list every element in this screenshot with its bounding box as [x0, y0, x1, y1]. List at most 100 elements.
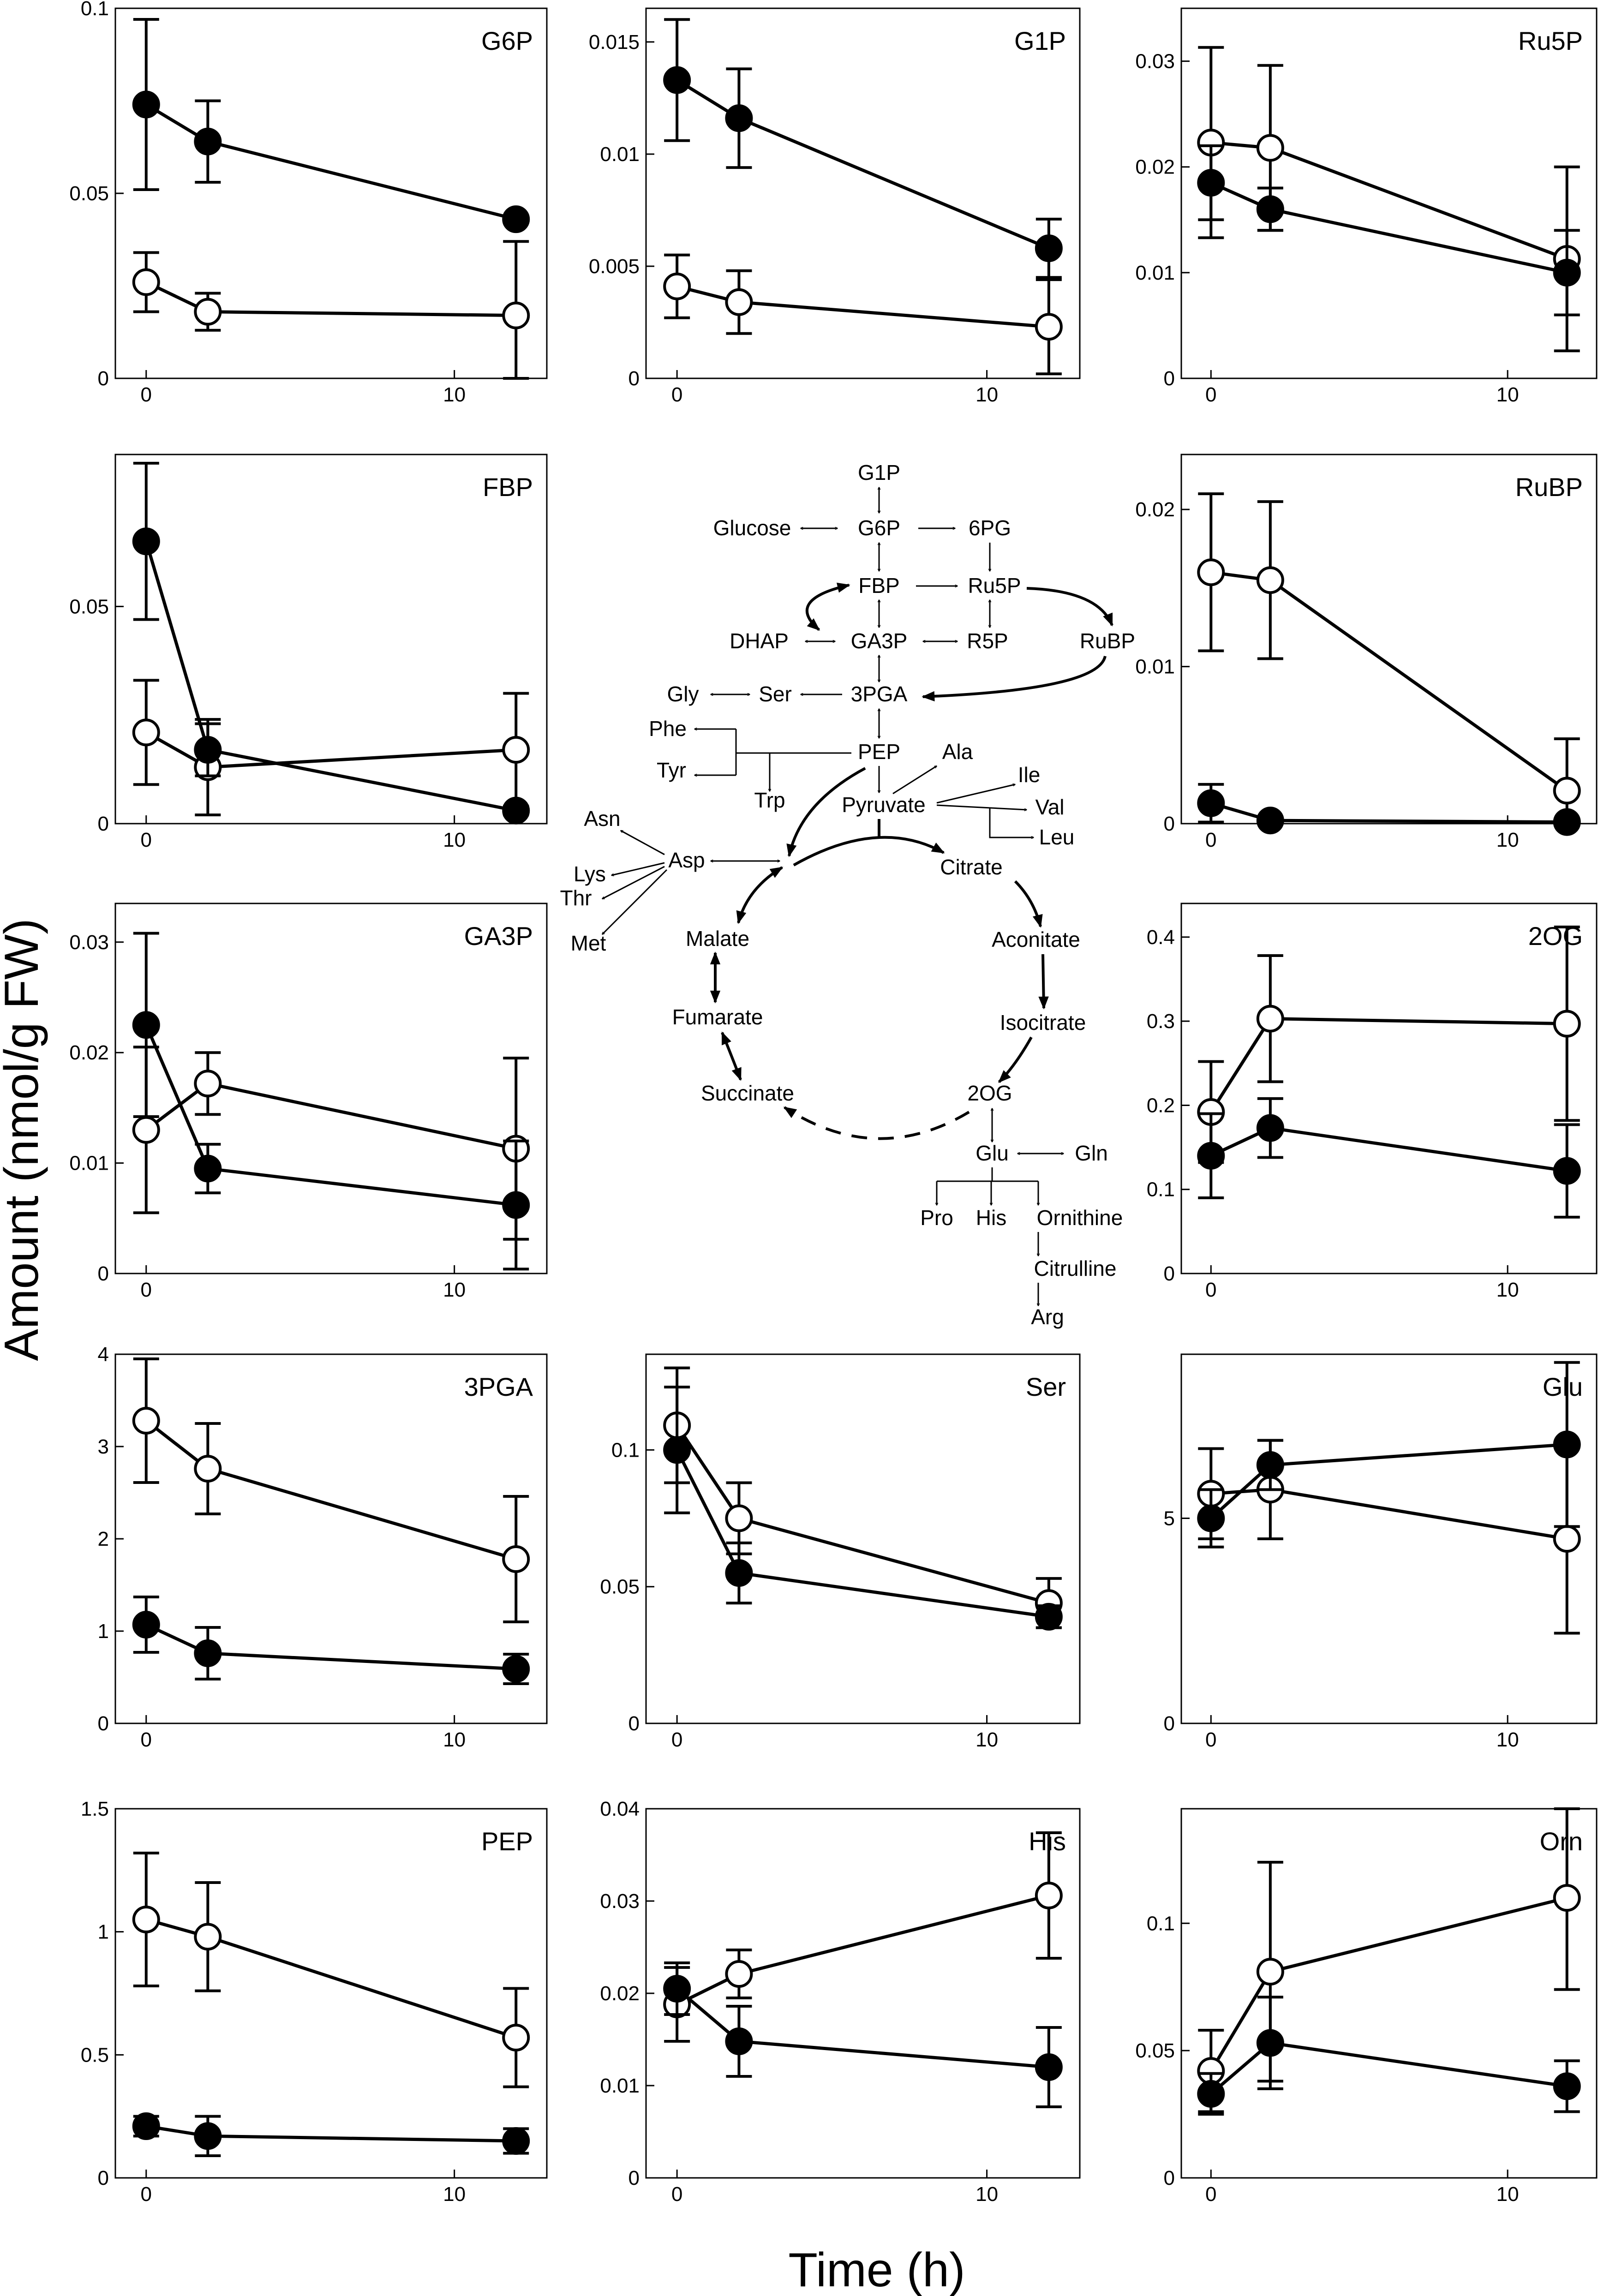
data-point-filled — [1256, 195, 1284, 223]
data-point-filled — [132, 1611, 160, 1638]
y-tick-label: 0.1 — [81, 0, 109, 20]
x-tick-label: 10 — [976, 2183, 998, 2206]
plot-frame — [1180, 903, 1598, 1274]
series-open — [1197, 1807, 1581, 2113]
pw-Asn: Asn — [584, 807, 620, 831]
y-tick-label: 0.3 — [1147, 1010, 1175, 1033]
data-point-open — [1256, 134, 1284, 162]
x-tick-label: 0 — [141, 2183, 152, 2206]
pw-bold-arrow — [721, 1031, 742, 1081]
pw-GA3P: GA3P — [851, 629, 908, 653]
y-tick-label: 0 — [98, 367, 109, 390]
data-point-filled — [725, 2027, 753, 2055]
x-tick-label: 0 — [141, 829, 152, 851]
data-point-open — [1035, 1882, 1063, 1909]
y-tick-label: 0 — [1164, 813, 1175, 835]
panel-fbp: FBP 0 0.05 0 10 — [69, 454, 548, 851]
data-point-open — [502, 2024, 530, 2051]
x-tick-label: 10 — [443, 2183, 466, 2206]
data-point-open — [1553, 1010, 1581, 1038]
y-tick-label: 1.5 — [81, 1798, 109, 1820]
x-axis-title: Time (h) — [788, 2243, 965, 2296]
x-tick-label: 0 — [1205, 383, 1216, 406]
y-tick-label: 0 — [98, 2167, 109, 2189]
data-point-filled — [1197, 1504, 1225, 1532]
pw-Ile: Ile — [1018, 763, 1041, 787]
pw-Lys: Lys — [574, 862, 606, 886]
data-point-filled — [1553, 258, 1581, 287]
pw-arrow — [989, 807, 1034, 837]
series-open — [1197, 1439, 1581, 1635]
panel-g1p: G1P 0 0.005 0.01 0.015 0 10 — [589, 7, 1081, 406]
panel-title: His — [1029, 1827, 1066, 1856]
pw-PEP: PEP — [858, 740, 900, 764]
pw-Malate: Malate — [686, 927, 749, 951]
y-tick-label: 1 — [98, 1620, 109, 1643]
y-tick-label: 0.02 — [600, 1982, 640, 2005]
pw-arrow — [936, 784, 1015, 804]
y-tick-label: 0.1 — [611, 1439, 640, 1461]
data-point-open — [132, 1906, 160, 1933]
pw-6PG: 6PG — [969, 516, 1011, 540]
x-tick-label: 0 — [671, 1728, 682, 1751]
y-tick-label: 5 — [1164, 1507, 1175, 1530]
series-open — [1197, 46, 1581, 353]
y-tick-label: 0 — [628, 1712, 640, 1735]
series-filled — [132, 1596, 530, 1685]
data-point-filled — [1256, 1451, 1284, 1479]
y-tick-label: 0.05 — [600, 1576, 640, 1598]
data-point-open — [725, 1504, 753, 1532]
y-tick-label: 2 — [98, 1528, 109, 1550]
panel-his: His 0 0.01 0.02 0.03 0.04 0 10 — [600, 1798, 1081, 2206]
panel-title: PEP — [481, 1827, 533, 1856]
series-filled — [132, 18, 530, 233]
pw-RuBP: RuBP — [1080, 629, 1135, 653]
pw-Isocitrate: Isocitrate — [1000, 1010, 1086, 1034]
series-line — [676, 1449, 1049, 1619]
plot-frame — [645, 1353, 1081, 1724]
y-tick-label: 0.05 — [69, 182, 109, 205]
panel-title: G6P — [481, 26, 533, 55]
plot-frame — [1180, 1353, 1598, 1724]
x-tick-label: 0 — [671, 2183, 682, 2206]
pw-Glu: Glu — [976, 1141, 1009, 1165]
pw-bold-arrow — [786, 767, 866, 857]
x-tick-label: 0 — [1205, 1279, 1216, 1301]
y-tick-label: 0.01 — [600, 143, 640, 166]
x-tick-label: 10 — [1496, 383, 1519, 406]
data-point-filled — [1035, 2053, 1063, 2081]
pw-DHAP: DHAP — [730, 629, 789, 653]
panel-title: Ser — [1026, 1372, 1066, 1401]
panel-ga3p: GA3P 0 0.01 0.02 0.03 0 10 — [69, 903, 548, 1301]
pw-G1P: G1P — [858, 460, 900, 484]
series-line — [1210, 570, 1568, 792]
pw-Ru5P: Ru5P — [968, 574, 1021, 598]
data-point-filled — [1035, 1602, 1063, 1631]
data-point-filled — [1197, 169, 1225, 197]
series-open — [132, 240, 530, 380]
data-point-open — [132, 1407, 160, 1435]
data-point-filled — [132, 1011, 160, 1039]
pw-Ornithine: Ornithine — [1037, 1206, 1123, 1230]
pw-His: His — [976, 1206, 1006, 1230]
y-tick-label: 0.05 — [1135, 2039, 1175, 2062]
series-filled — [663, 1386, 1063, 1631]
data-point-filled — [1553, 808, 1581, 836]
data-point-filled — [194, 127, 222, 155]
data-point-filled — [132, 90, 160, 119]
panel-title: FBP — [483, 472, 533, 502]
data-point-filled — [194, 2122, 222, 2150]
x-tick-label: 10 — [443, 383, 466, 406]
x-tick-label: 10 — [443, 829, 466, 851]
series-open — [132, 1357, 530, 1623]
data-point-filled — [725, 1559, 753, 1587]
data-point-filled — [502, 2127, 530, 2155]
pw-Citrate: Citrate — [940, 855, 1002, 879]
y-tick-label: 0 — [98, 1262, 109, 1285]
data-point-open — [502, 736, 530, 764]
data-point-open — [502, 301, 530, 329]
pw-Succinate: Succinate — [701, 1081, 794, 1105]
pw-Val: Val — [1035, 795, 1064, 819]
